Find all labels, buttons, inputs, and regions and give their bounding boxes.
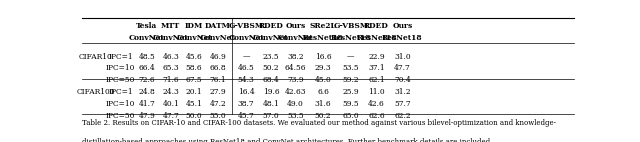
Text: 11.0: 11.0	[368, 88, 385, 96]
Text: 64.56: 64.56	[285, 64, 306, 72]
Text: ResNet18: ResNet18	[382, 34, 422, 42]
Text: ConvNet: ConvNet	[200, 34, 236, 42]
Text: 41.7: 41.7	[139, 100, 156, 108]
Text: MTT: MTT	[161, 22, 180, 30]
Text: CIFAR10: CIFAR10	[79, 53, 113, 61]
Text: G-VBSM: G-VBSM	[333, 22, 369, 30]
Text: IDM: IDM	[185, 22, 204, 30]
Text: Ours: Ours	[285, 22, 305, 30]
Text: Tesla: Tesla	[136, 22, 157, 30]
Text: 71.6: 71.6	[163, 76, 179, 84]
Text: G-VBSM: G-VBSM	[228, 22, 264, 30]
Text: ResNet18: ResNet18	[303, 34, 343, 42]
Text: 47.9: 47.9	[139, 112, 156, 120]
Text: 54.3: 54.3	[238, 76, 255, 84]
Text: 66.8: 66.8	[209, 64, 226, 72]
Text: 65.0: 65.0	[342, 112, 359, 120]
Text: 45.7: 45.7	[238, 112, 255, 120]
Text: 42.63: 42.63	[285, 88, 306, 96]
Text: ConvNet: ConvNet	[176, 34, 212, 42]
Text: 38.2: 38.2	[287, 53, 303, 61]
Text: IPC=1: IPC=1	[108, 53, 133, 61]
Text: 59.5: 59.5	[342, 100, 359, 108]
Text: 47.7: 47.7	[394, 64, 411, 72]
Text: distillation-based approaches using ResNet18 and ConvNet architectures. Further : distillation-based approaches using ResN…	[83, 138, 491, 142]
Text: CIFAR100: CIFAR100	[77, 88, 115, 96]
Text: 48.1: 48.1	[262, 100, 279, 108]
Text: 6.6: 6.6	[317, 88, 329, 96]
Text: IPC=10: IPC=10	[106, 100, 135, 108]
Text: Table 2. Results on CIFAR-10 and CIFAR-100 datasets. We evaluated our method aga: Table 2. Results on CIFAR-10 and CIFAR-1…	[83, 119, 557, 127]
Text: RDED: RDED	[364, 22, 389, 30]
Text: ConvNet: ConvNet	[228, 34, 264, 42]
Text: 50.0: 50.0	[186, 112, 202, 120]
Text: 24.8: 24.8	[139, 88, 156, 96]
Text: 42.6: 42.6	[368, 100, 385, 108]
Text: 47.2: 47.2	[209, 100, 227, 108]
Text: 16.6: 16.6	[315, 53, 332, 61]
Text: 31.0: 31.0	[394, 53, 411, 61]
Text: Ours: Ours	[392, 22, 413, 30]
Text: 19.6: 19.6	[262, 88, 279, 96]
Text: 72.6: 72.6	[139, 76, 156, 84]
Text: ConvNet: ConvNet	[129, 34, 165, 42]
Text: 37.1: 37.1	[368, 64, 385, 72]
Text: —: —	[347, 53, 355, 61]
Text: 49.0: 49.0	[287, 100, 303, 108]
Text: 58.6: 58.6	[186, 64, 202, 72]
Text: 55.0: 55.0	[209, 112, 226, 120]
Text: ResNet18: ResNet18	[356, 34, 397, 42]
Text: 67.5: 67.5	[186, 76, 202, 84]
Text: 31.6: 31.6	[315, 100, 332, 108]
Text: 23.5: 23.5	[262, 53, 279, 61]
Text: 73.9: 73.9	[287, 76, 303, 84]
Text: IPC=1: IPC=1	[108, 88, 133, 96]
Text: 46.3: 46.3	[163, 53, 179, 61]
Text: 20.1: 20.1	[186, 88, 202, 96]
Text: 65.3: 65.3	[163, 64, 179, 72]
Text: 62.1: 62.1	[368, 76, 385, 84]
Text: 46.5: 46.5	[238, 64, 255, 72]
Text: 53.5: 53.5	[287, 112, 303, 120]
Text: 31.2: 31.2	[394, 88, 411, 96]
Text: 76.1: 76.1	[209, 76, 226, 84]
Text: 62.6: 62.6	[368, 112, 385, 120]
Text: 70.4: 70.4	[394, 76, 411, 84]
Text: 45.0: 45.0	[315, 76, 332, 84]
Text: 68.4: 68.4	[262, 76, 279, 84]
Text: —: —	[243, 53, 250, 61]
Text: 48.5: 48.5	[139, 53, 156, 61]
Text: RDED: RDED	[259, 22, 284, 30]
Text: 57.0: 57.0	[262, 112, 279, 120]
Text: 45.1: 45.1	[186, 100, 202, 108]
Text: 24.3: 24.3	[163, 88, 179, 96]
Text: 59.2: 59.2	[342, 76, 359, 84]
Text: 29.3: 29.3	[315, 64, 332, 72]
Text: 50.2: 50.2	[315, 112, 332, 120]
Text: 46.9: 46.9	[209, 53, 227, 61]
Text: 57.7: 57.7	[394, 100, 411, 108]
Text: ConvNet: ConvNet	[253, 34, 289, 42]
Text: 22.9: 22.9	[368, 53, 385, 61]
Text: IPC=50: IPC=50	[106, 112, 135, 120]
Text: ResNet18: ResNet18	[330, 34, 371, 42]
Text: SRe2L: SRe2L	[310, 22, 337, 30]
Text: 53.5: 53.5	[342, 64, 359, 72]
Text: 40.1: 40.1	[163, 100, 179, 108]
Text: 27.9: 27.9	[209, 88, 226, 96]
Text: DATM: DATM	[205, 22, 231, 30]
Text: 25.9: 25.9	[342, 88, 359, 96]
Text: 62.2: 62.2	[394, 112, 411, 120]
Text: 47.7: 47.7	[163, 112, 179, 120]
Text: 16.4: 16.4	[238, 88, 255, 96]
Text: 45.6: 45.6	[186, 53, 202, 61]
Text: ConvNet: ConvNet	[153, 34, 189, 42]
Text: IPC=10: IPC=10	[106, 64, 135, 72]
Text: 50.2: 50.2	[262, 64, 279, 72]
Text: 66.4: 66.4	[139, 64, 156, 72]
Text: ConvNet: ConvNet	[277, 34, 313, 42]
Text: IPC=50: IPC=50	[106, 76, 135, 84]
Text: 38.7: 38.7	[238, 100, 255, 108]
